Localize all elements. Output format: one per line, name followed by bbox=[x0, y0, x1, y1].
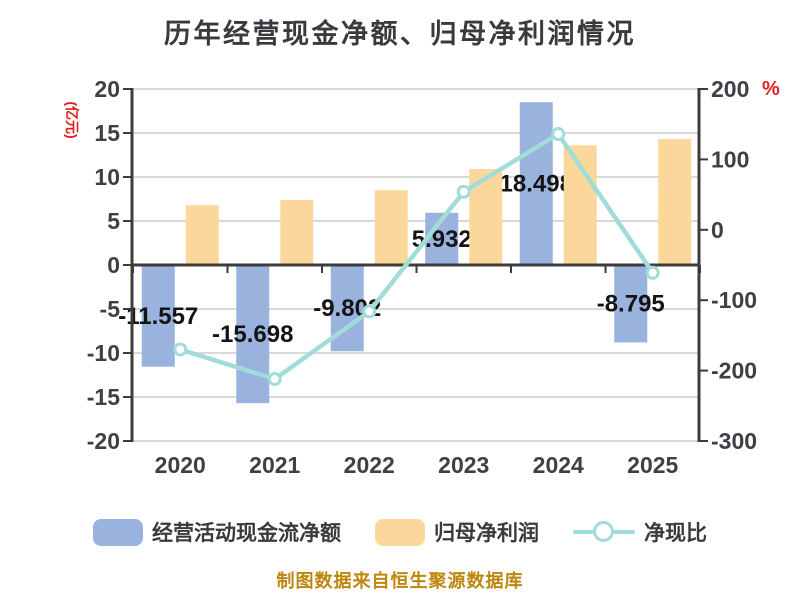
legend: 经营活动现金流净额 归母净利润 净现比 bbox=[0, 517, 800, 547]
bar-operating-cash-flow[interactable] bbox=[614, 265, 648, 343]
legend-label-net-profit: 归母净利润 bbox=[434, 522, 539, 545]
x-axis-category-label: 2025 bbox=[627, 452, 678, 478]
left-axis-tick-label: 10 bbox=[94, 164, 120, 190]
x-axis-category-label: 2023 bbox=[438, 452, 489, 478]
bar-data-label: 18.498 bbox=[500, 171, 573, 198]
left-axis-tick-label: -10 bbox=[87, 340, 120, 366]
bar-net-profit[interactable] bbox=[280, 199, 314, 265]
right-axis-unit-label: % bbox=[762, 78, 780, 100]
left-axis-tick-label: -15 bbox=[87, 384, 120, 410]
x-axis-category-label: 2024 bbox=[533, 452, 584, 478]
left-axis-tick-label: -20 bbox=[87, 428, 120, 454]
left-axis-unit-label: (亿元) bbox=[64, 101, 80, 139]
chart-title: 历年经营现金净额、归母净利润情况 bbox=[164, 19, 636, 49]
bar-data-label: -11.557 bbox=[118, 303, 198, 330]
footer-note: 制图数据来自恒生聚源数据库 bbox=[276, 571, 524, 591]
right-axis-tick-label: 0 bbox=[711, 217, 724, 243]
left-axis-tick-label: -5 bbox=[100, 296, 121, 322]
bar-net-profit[interactable] bbox=[185, 205, 219, 265]
cash-ratio-point[interactable] bbox=[362, 304, 377, 319]
legend-item-net-profit[interactable]: 归母净利润 bbox=[375, 517, 539, 547]
legend-item-operating-cash-flow[interactable]: 经营活动现金流净额 bbox=[93, 517, 341, 547]
bar-operating-cash-flow[interactable] bbox=[519, 102, 553, 266]
bar-operating-cash-flow[interactable] bbox=[141, 265, 175, 367]
cash-ratio-point[interactable] bbox=[267, 372, 282, 387]
right-axis-tick-label: -300 bbox=[711, 428, 757, 454]
bar-net-profit[interactable] bbox=[658, 139, 692, 265]
bar-data-label: -8.795 bbox=[597, 291, 665, 318]
x-axis-category-label: 2021 bbox=[249, 452, 300, 478]
right-axis-tick-label: 100 bbox=[711, 146, 749, 172]
legend-swatch-orange-bar-icon bbox=[375, 518, 425, 546]
bar-net-profit[interactable] bbox=[374, 190, 408, 265]
legend-label-operating-cash-flow: 经营活动现金流净额 bbox=[152, 522, 341, 545]
cash-ratio-line bbox=[178, 131, 655, 382]
x-axis-category-label: 2022 bbox=[344, 452, 395, 478]
cash-ratio-point[interactable] bbox=[551, 127, 566, 142]
bar-operating-cash-flow[interactable] bbox=[236, 265, 270, 404]
left-axis-tick-label: 0 bbox=[107, 252, 120, 278]
legend-line-marker-icon bbox=[573, 519, 635, 546]
cash-ratio-point[interactable] bbox=[173, 342, 188, 357]
right-axis-tick-label: -100 bbox=[711, 287, 757, 313]
x-axis-category-label: 2020 bbox=[155, 452, 206, 478]
left-axis-tick-label: 5 bbox=[107, 208, 120, 234]
legend-item-cash-ratio[interactable]: 净现比 bbox=[573, 517, 707, 547]
left-axis-tick-label: 15 bbox=[94, 120, 120, 146]
legend-swatch-blue-bar-icon bbox=[93, 518, 143, 546]
left-axis-tick-label: 20 bbox=[94, 76, 120, 102]
cash-ratio-point[interactable] bbox=[456, 184, 471, 199]
legend-label-cash-ratio: 净现比 bbox=[644, 522, 707, 545]
right-axis-tick-label: -200 bbox=[711, 358, 757, 384]
bar-data-label: -15.698 bbox=[212, 321, 293, 348]
right-axis-tick-label: 200 bbox=[711, 76, 749, 102]
cash-ratio-point[interactable] bbox=[645, 265, 660, 280]
plot-area: -11.557-15.698-9.8025.93218.498-8.795201… bbox=[87, 76, 757, 478]
